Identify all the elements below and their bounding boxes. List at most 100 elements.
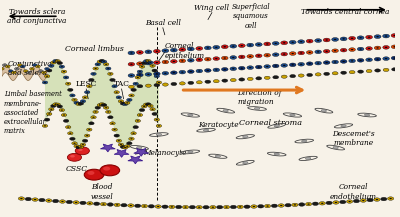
Circle shape — [390, 198, 392, 199]
Circle shape — [106, 67, 111, 70]
Circle shape — [105, 107, 107, 108]
Circle shape — [184, 206, 187, 208]
Circle shape — [107, 111, 109, 113]
Circle shape — [99, 103, 105, 106]
Text: Towards central cornea: Towards central cornea — [301, 8, 390, 16]
Circle shape — [216, 205, 223, 209]
Circle shape — [244, 205, 250, 209]
Circle shape — [326, 39, 328, 41]
Circle shape — [43, 72, 45, 73]
Circle shape — [74, 101, 79, 104]
Circle shape — [48, 113, 50, 115]
Circle shape — [91, 72, 96, 75]
Circle shape — [292, 53, 294, 54]
Circle shape — [154, 118, 160, 121]
Circle shape — [326, 62, 328, 63]
Ellipse shape — [290, 114, 295, 116]
Circle shape — [300, 52, 302, 54]
Circle shape — [154, 49, 160, 53]
Circle shape — [289, 52, 296, 55]
Circle shape — [130, 64, 132, 65]
Circle shape — [139, 52, 141, 53]
Circle shape — [326, 51, 328, 52]
Circle shape — [251, 205, 257, 208]
Circle shape — [84, 169, 104, 180]
Circle shape — [366, 47, 372, 50]
Circle shape — [376, 36, 379, 37]
Circle shape — [89, 203, 91, 204]
Circle shape — [126, 146, 128, 147]
Circle shape — [86, 128, 92, 131]
Circle shape — [232, 46, 234, 47]
Circle shape — [149, 62, 152, 63]
Circle shape — [97, 60, 102, 63]
Circle shape — [351, 49, 353, 50]
Circle shape — [116, 204, 118, 205]
Circle shape — [63, 114, 65, 116]
Circle shape — [255, 54, 262, 58]
Circle shape — [48, 200, 50, 201]
Circle shape — [215, 69, 218, 71]
Circle shape — [247, 54, 254, 58]
Circle shape — [266, 55, 268, 56]
Circle shape — [213, 57, 220, 61]
Circle shape — [7, 66, 8, 67]
Circle shape — [139, 108, 145, 112]
Circle shape — [128, 99, 130, 100]
Circle shape — [86, 92, 88, 93]
Ellipse shape — [243, 162, 248, 164]
Circle shape — [367, 198, 373, 202]
Circle shape — [215, 58, 218, 59]
Circle shape — [54, 60, 57, 61]
Circle shape — [18, 197, 24, 200]
Circle shape — [158, 125, 160, 127]
Circle shape — [204, 57, 211, 61]
Circle shape — [67, 83, 69, 84]
Circle shape — [391, 34, 398, 37]
Circle shape — [198, 70, 200, 72]
Circle shape — [274, 43, 277, 44]
Circle shape — [340, 48, 347, 52]
Circle shape — [212, 207, 214, 208]
Circle shape — [74, 99, 76, 100]
Circle shape — [315, 39, 322, 43]
Circle shape — [148, 61, 153, 64]
Polygon shape — [114, 150, 129, 157]
Circle shape — [137, 70, 143, 73]
Circle shape — [93, 67, 98, 70]
Circle shape — [141, 66, 143, 67]
Circle shape — [127, 98, 132, 101]
Circle shape — [42, 124, 48, 127]
Circle shape — [97, 104, 102, 107]
Circle shape — [120, 145, 126, 148]
Circle shape — [104, 63, 109, 66]
Circle shape — [75, 147, 89, 155]
Circle shape — [51, 61, 56, 64]
Circle shape — [122, 103, 128, 106]
Text: Corneal stroma: Corneal stroma — [239, 119, 302, 127]
Circle shape — [101, 104, 107, 107]
Circle shape — [141, 204, 148, 208]
Circle shape — [107, 203, 114, 206]
Circle shape — [137, 85, 143, 88]
Circle shape — [324, 72, 330, 76]
Circle shape — [247, 66, 254, 69]
Circle shape — [152, 109, 154, 110]
Circle shape — [110, 78, 115, 81]
Circle shape — [129, 137, 134, 140]
Circle shape — [247, 43, 254, 47]
Circle shape — [366, 35, 372, 39]
Circle shape — [173, 49, 175, 51]
Polygon shape — [134, 148, 149, 156]
Circle shape — [50, 65, 52, 66]
Circle shape — [57, 62, 62, 65]
Circle shape — [55, 60, 60, 63]
Circle shape — [59, 108, 65, 112]
Circle shape — [162, 71, 169, 75]
Circle shape — [80, 143, 86, 146]
Circle shape — [2, 64, 7, 66]
Circle shape — [114, 86, 116, 87]
Circle shape — [334, 39, 336, 40]
Circle shape — [55, 103, 60, 106]
Circle shape — [171, 82, 177, 86]
